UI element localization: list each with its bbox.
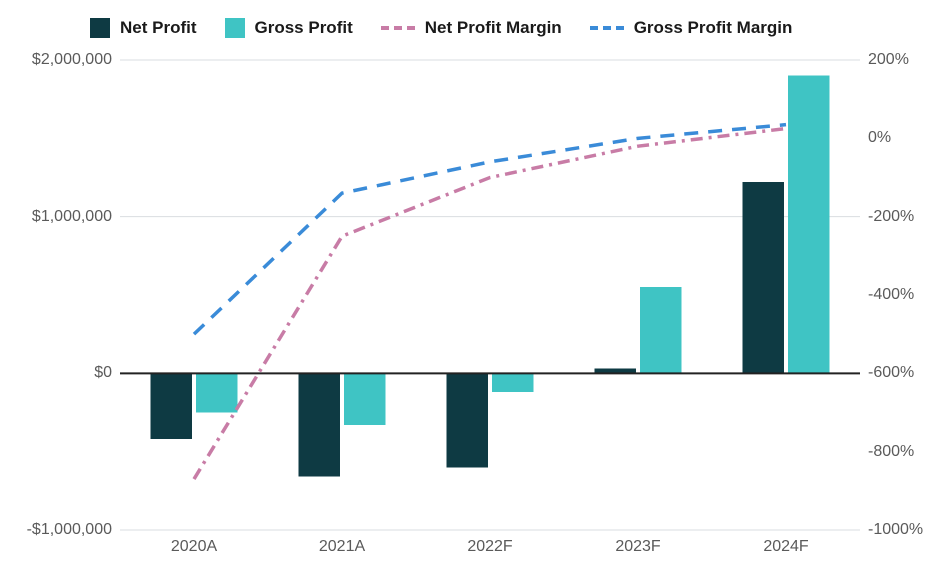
swatch-net-profit-margin bbox=[381, 26, 415, 30]
chart-container: Net Profit Gross Profit Net Profit Margi… bbox=[0, 0, 939, 579]
y2-tick-label: -600% bbox=[860, 364, 914, 382]
swatch-net-profit bbox=[90, 18, 110, 38]
legend-label: Net Profit Margin bbox=[425, 18, 562, 38]
margin-lines bbox=[194, 125, 786, 479]
x-tick-label: 2024F bbox=[763, 530, 808, 556]
legend-label: Gross Profit Margin bbox=[634, 18, 793, 38]
x-tick-label: 2023F bbox=[615, 530, 660, 556]
legend: Net Profit Gross Profit Net Profit Margi… bbox=[90, 18, 792, 38]
y2-tick-label: -1000% bbox=[860, 521, 923, 539]
bar bbox=[742, 182, 783, 373]
bar bbox=[446, 373, 487, 467]
legend-label: Gross Profit bbox=[255, 18, 353, 38]
swatch-gross-profit bbox=[225, 18, 245, 38]
line-gross-profit-margin bbox=[194, 125, 786, 335]
y1-tick-label: $2,000,000 bbox=[32, 51, 120, 69]
y2-tick-label: -400% bbox=[860, 286, 914, 304]
bar bbox=[640, 287, 681, 373]
bar bbox=[298, 373, 339, 476]
y2-tick-label: -200% bbox=[860, 208, 914, 226]
plot-area: -$1,000,000$0$1,000,000$2,000,000-1000%-… bbox=[120, 60, 860, 530]
legend-item-net-profit: Net Profit bbox=[90, 18, 197, 38]
y2-tick-label: 0% bbox=[860, 129, 891, 147]
bar bbox=[492, 373, 533, 392]
x-tick-label: 2020A bbox=[171, 530, 217, 556]
swatch-gross-profit-margin bbox=[590, 26, 624, 30]
y2-tick-label: 200% bbox=[860, 51, 909, 69]
y1-tick-label: $1,000,000 bbox=[32, 208, 120, 226]
legend-item-gross-profit: Gross Profit bbox=[225, 18, 353, 38]
bar bbox=[150, 373, 191, 439]
bar bbox=[196, 373, 237, 412]
y1-tick-label: -$1,000,000 bbox=[27, 521, 120, 539]
bar bbox=[344, 373, 385, 425]
chart-svg bbox=[120, 60, 860, 530]
legend-item-gross-profit-margin: Gross Profit Margin bbox=[590, 18, 793, 38]
legend-label: Net Profit bbox=[120, 18, 197, 38]
x-tick-label: 2022F bbox=[467, 530, 512, 556]
bar bbox=[788, 76, 829, 374]
y1-tick-label: $0 bbox=[94, 364, 120, 382]
x-tick-label: 2021A bbox=[319, 530, 365, 556]
line-net-profit-margin bbox=[194, 129, 786, 480]
legend-item-net-profit-margin: Net Profit Margin bbox=[381, 18, 562, 38]
y2-tick-label: -800% bbox=[860, 443, 914, 461]
